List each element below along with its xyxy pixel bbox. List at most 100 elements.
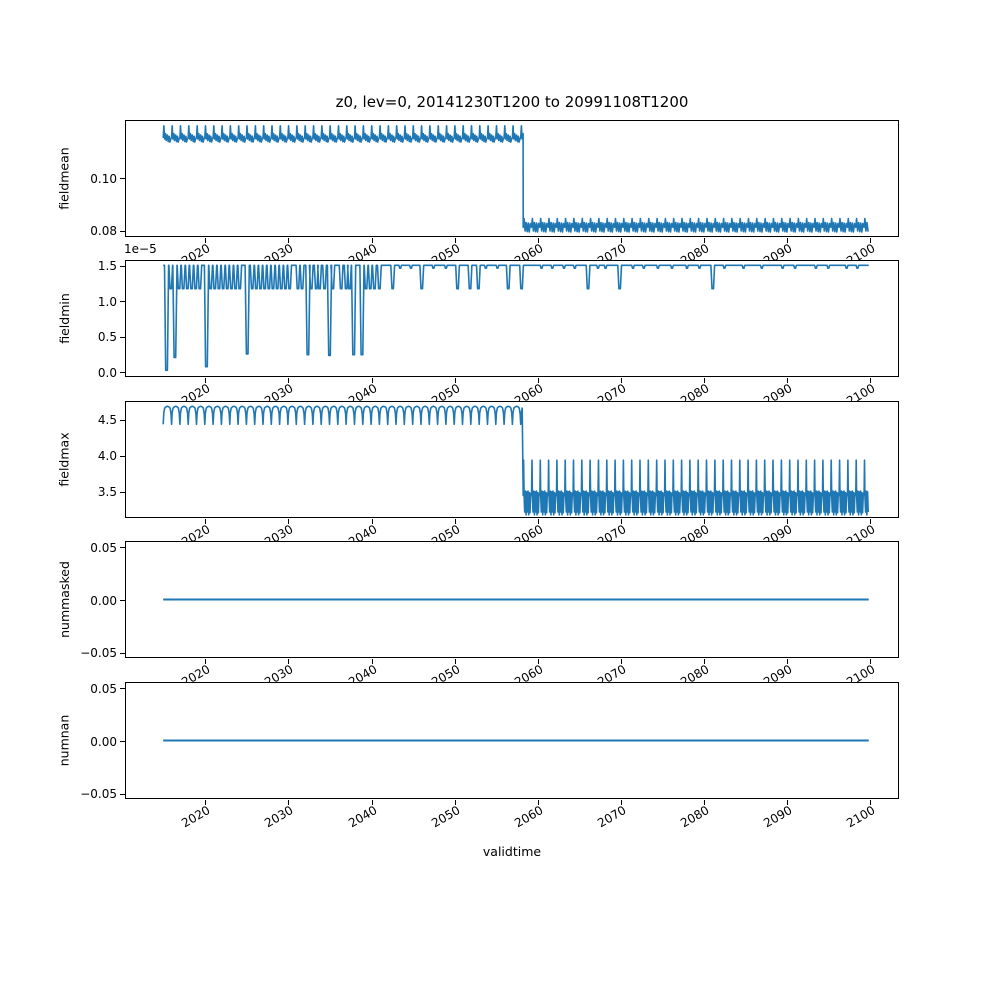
plot-title: z0, lev=0, 20141230T1200 to 20991108T120… — [335, 93, 689, 111]
y-tick-mark — [120, 265, 125, 267]
y-tick-label: 3.5 — [97, 485, 117, 500]
y-tick-mark — [120, 372, 125, 374]
subplot-canvas-fieldmin — [163, 264, 869, 372]
y-tick-mark — [120, 600, 125, 601]
x-tick-mark — [454, 800, 456, 805]
subplot-fieldmax: fieldmax 4.5 4.0 3.5 2020 2030 2040 2050 2060 207… — [57, 401, 899, 549]
x-tick-mark — [620, 519, 622, 524]
x-tick-mark — [787, 238, 789, 243]
x-tick-label: 2050 — [428, 803, 463, 831]
x-tick-mark — [205, 238, 207, 243]
x-tick-mark — [537, 800, 539, 805]
x-tick-label: 2060 — [511, 803, 546, 831]
x-tick-mark — [537, 659, 539, 664]
y-tick-mark — [120, 336, 125, 338]
subplot-numnan: numnan 0.05 0.00 −0.05 2020 2030 2040 2050 2060 2… — [57, 682, 899, 830]
x-tick-mark — [454, 238, 456, 243]
x-tick-mark — [537, 238, 539, 243]
y-tick-mark — [120, 230, 125, 232]
x-tick-mark — [205, 378, 207, 383]
subplot-canvas-numnan — [163, 739, 869, 742]
subplot-fieldmean: fieldmean 0.10 0.08 2020 2030 2040 2050 2060 207… — [57, 120, 899, 268]
x-tick-mark — [870, 378, 872, 383]
x-tick-mark — [704, 378, 706, 383]
y-tick-mark — [120, 491, 125, 493]
x-tick-mark — [870, 800, 872, 805]
y-tick-label: 0.0 — [97, 365, 117, 380]
y-tick-mark — [120, 547, 125, 549]
y-tick-label: 1.0 — [97, 294, 117, 309]
series-line-fieldmean — [162, 125, 869, 233]
x-tick-label: 2040 — [345, 803, 380, 831]
x-tick-mark — [787, 659, 789, 664]
y-tick-mark — [120, 419, 125, 421]
x-tick-mark — [371, 378, 373, 383]
y-tick-mark — [120, 178, 125, 180]
y-tick-label: 4.5 — [97, 413, 117, 428]
y-tick-mark — [120, 455, 125, 457]
y-tick-label: 0.00 — [90, 593, 117, 608]
y-tick-label: 4.0 — [97, 449, 117, 464]
x-tick-label: 2090 — [761, 803, 795, 831]
subplot-fieldmin: fieldmin 1e−5 1.5 1.0 0.5 0.0 2020 2030 2040 2050… — [57, 242, 899, 408]
y-tick-label: −0.05 — [80, 646, 117, 661]
x-tick-mark — [620, 800, 622, 805]
series-line-fieldmax — [162, 405, 869, 516]
y-tick-label: 0.05 — [90, 540, 117, 555]
x-tick-mark — [870, 659, 872, 664]
x-tick-mark — [454, 659, 456, 664]
x-tick-mark — [620, 378, 622, 383]
x-tick-mark — [787, 800, 789, 805]
x-tick-mark — [205, 519, 207, 524]
x-tick-label: 2030 — [262, 803, 296, 831]
x-tick-mark — [371, 659, 373, 664]
subplot-canvas-fieldmax — [162, 405, 869, 516]
x-tick-mark — [371, 519, 373, 524]
x-tick-label: 2070 — [595, 803, 629, 831]
y-tick-label: 1.5 — [97, 259, 117, 274]
x-tick-mark — [704, 659, 706, 664]
x-tick-mark — [205, 659, 207, 664]
y-axis-offset-text: 1e−5 — [124, 242, 157, 256]
x-tick-mark — [371, 238, 373, 243]
x-tick-mark — [620, 238, 622, 243]
x-tick-label: 2020 — [179, 803, 213, 831]
x-tick-mark — [787, 519, 789, 524]
x-tick-mark — [288, 378, 290, 383]
x-tick-mark — [704, 238, 706, 243]
x-tick-mark — [454, 519, 456, 524]
y-tick-label: −0.05 — [80, 787, 117, 802]
x-tick-mark — [288, 800, 290, 805]
y-tick-mark — [120, 301, 125, 303]
y-tick-mark — [120, 688, 125, 690]
x-tick-mark — [454, 378, 456, 383]
subplot-canvas-nummasked — [163, 598, 869, 601]
x-tick-mark — [870, 519, 872, 524]
x-tick-mark — [537, 519, 539, 524]
x-tick-mark — [620, 659, 622, 664]
subplot-canvas-fieldmean — [162, 125, 869, 233]
x-tick-label: 2100 — [844, 803, 878, 831]
y-tick-label: 0.05 — [90, 681, 117, 696]
x-tick-mark — [371, 800, 373, 805]
x-tick-label: 2080 — [678, 803, 712, 831]
x-tick-mark — [288, 659, 290, 664]
series-line-fieldmin — [163, 264, 869, 372]
x-tick-mark — [870, 238, 872, 243]
x-tick-mark — [288, 238, 290, 243]
y-tick-mark — [120, 793, 125, 795]
x-tick-mark — [704, 800, 706, 805]
subplot-nummasked: nummasked 0.05 0.00 −0.05 2020 2030 2040 2050 20… — [57, 541, 899, 689]
x-tick-mark — [288, 519, 290, 524]
y-axis-label-wrap: fieldmin — [56, 261, 72, 376]
y-tick-label: 0.08 — [90, 224, 117, 239]
x-axis-label: validtime — [482, 844, 542, 859]
y-tick-label: 0.10 — [90, 171, 117, 186]
y-tick-label: 0.5 — [97, 330, 117, 345]
y-tick-label: 0.00 — [90, 734, 117, 749]
y-tick-mark — [120, 652, 125, 654]
x-tick-mark — [704, 519, 706, 524]
x-tick-mark — [205, 800, 207, 805]
x-tick-mark — [537, 378, 539, 383]
